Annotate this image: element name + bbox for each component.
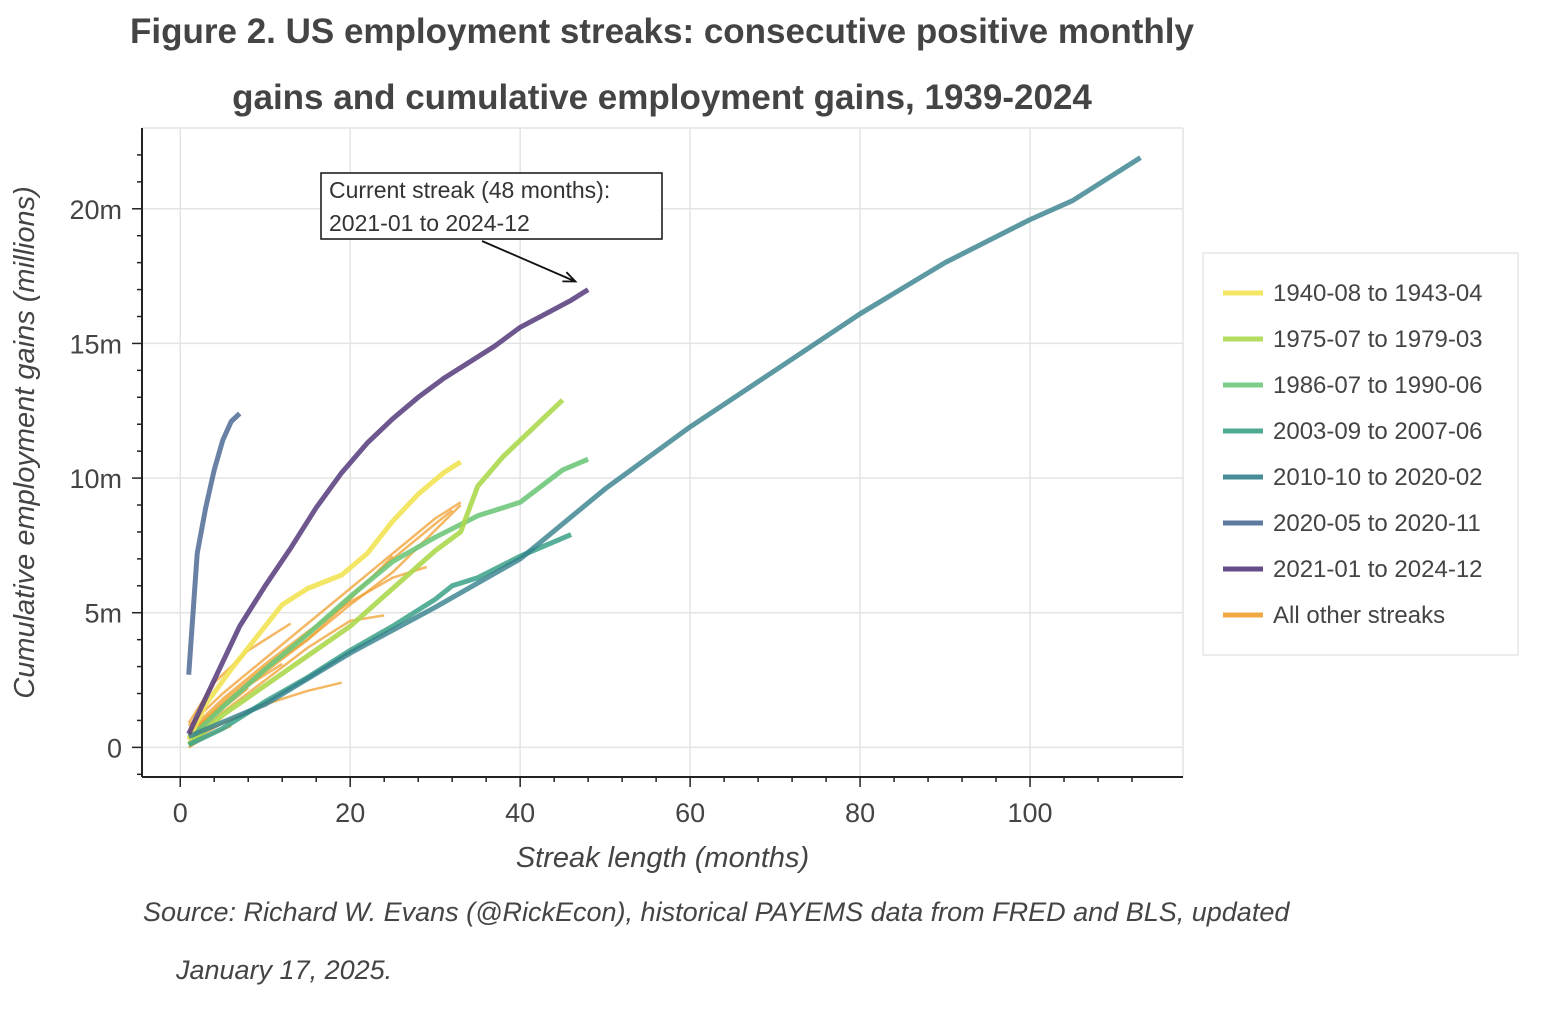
annotation-text-line-2: 2021-01 to 2024-12 [329,210,530,236]
source-note-line-2: January 17, 2025. [176,955,393,985]
legend-label-1986-07-to-1990-06: 1986-07 to 1990-06 [1273,372,1483,399]
x-tick-label-60: 60 [675,798,705,828]
y-tick-label-5: 5m [84,599,122,629]
series-line-2021-01-to-2024-12-18 [186,287,590,735]
series-line-1940-08-to-1943-04-14 [186,459,463,741]
x-tick-label-20: 20 [335,798,365,828]
x-tick-label-80: 80 [845,798,875,828]
source-note-line-1: Source: Richard W. Evans (@RickEcon), hi… [143,897,1290,927]
legend-label-1940-08-to-1943-04: 1940-08 to 1943-04 [1273,280,1483,307]
ticks: 0 20 40 60 80 100 0 5m 10m 15m 20m [69,154,1133,828]
series-line-1975-07-to-1979-03-13 [187,398,565,747]
series-line-1986-07-to-1990-06-12 [186,456,590,742]
current-streak-annotation: Current streak (48 months): 2021-01 to 2… [320,172,663,283]
y-tick-label-15: 15m [69,329,122,359]
series-lines [186,155,1142,749]
y-tick-label-10: 10m [69,464,122,494]
chart-title-line-1: Figure 2. US employment streaks: consecu… [130,12,1194,51]
legend-label-2003-09-to-2007-06: 2003-09 to 2007-06 [1273,418,1483,445]
x-axis-label: Streak length (months) [516,842,809,874]
legend-label-all-other-streaks: All other streaks [1273,602,1445,629]
legend-label-1975-07-to-1979-03: 1975-07 to 1979-03 [1273,326,1483,353]
y-axis-label: Cumulative employment gains (millions) [9,186,41,699]
x-tick-label-0: 0 [173,798,188,828]
legend-box [1202,252,1519,656]
series-line-all-other-streaks-0 [187,501,462,727]
legend-label-2010-10-to-2020-02: 2010-10 to 2020-02 [1273,464,1483,491]
x-tick-label-100: 100 [1008,798,1053,828]
annotation-arrow [481,240,576,283]
y-tick-label-0: 0 [107,733,122,763]
legend-label-2021-01-to-2024-12: 2021-01 to 2024-12 [1273,556,1483,583]
legend-label-2020-05-to-2020-11: 2020-05 to 2020-11 [1273,510,1481,537]
x-tick-label-40: 40 [505,798,535,828]
legend: 1940-08 to 1943-04 1975-07 to 1979-03 1986… [1202,252,1519,656]
annotation-text-line-1: Current streak (48 months): [329,177,610,203]
chart-title-line-2: gains and cumulative employment gains, 1… [232,78,1092,117]
series-line-2010-10-to-2020-02-16 [187,155,1142,739]
annotation-arrowhead-icon [562,271,578,283]
annotation-box [320,172,663,240]
y-tick-label-20: 20m [69,195,122,225]
series-line-2020-05-to-2020-11-17 [186,411,242,675]
employment-streaks-chart: 0 20 40 60 80 100 0 5m 10m 15m 20m Streak length (… [9,127,1519,874]
